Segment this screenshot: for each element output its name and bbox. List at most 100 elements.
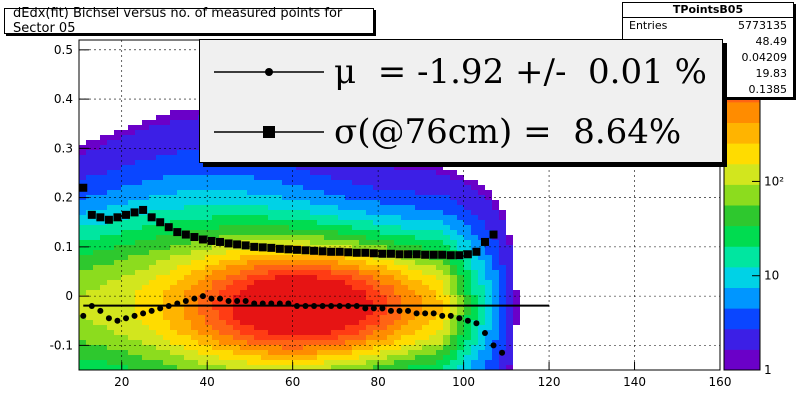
heatmap-cell (170, 155, 177, 160)
heatmap-cell (107, 185, 114, 190)
heatmap-cell (163, 210, 170, 215)
heatmap-cell (170, 300, 177, 305)
heatmap-cell (233, 260, 240, 265)
heatmap-cell (93, 265, 100, 270)
heatmap-cell (226, 305, 233, 310)
heatmap-cell (114, 210, 121, 215)
heatmap-cell (86, 355, 93, 360)
heatmap-cell (142, 155, 149, 160)
heatmap-cell (331, 225, 338, 230)
heatmap-cell (499, 290, 506, 295)
heatmap-cell (422, 305, 429, 310)
heatmap-cell (373, 200, 380, 205)
heatmap-cell (429, 190, 436, 195)
heatmap-cell (268, 290, 275, 295)
heatmap-cell (79, 300, 86, 305)
heatmap-cell (177, 270, 184, 275)
heatmap-cell (310, 205, 317, 210)
heatmap-cell (275, 255, 282, 260)
heatmap-cell (177, 330, 184, 335)
sigma-point (421, 250, 430, 259)
heatmap-cell (261, 240, 268, 245)
heatmap-cell (142, 300, 149, 305)
heatmap-cell (261, 305, 268, 310)
heatmap-cell (156, 225, 163, 230)
heatmap-cell (93, 295, 100, 300)
heatmap-cell (380, 355, 387, 360)
heatmap-cell (107, 360, 114, 365)
heatmap-cell (436, 290, 443, 295)
heatmap-cell (107, 210, 114, 215)
heatmap-cell (359, 185, 366, 190)
heatmap-cell (128, 285, 135, 290)
heatmap-cell (331, 355, 338, 360)
heatmap-cell (100, 345, 107, 350)
heatmap-cell (163, 290, 170, 295)
heatmap-cell (191, 305, 198, 310)
heatmap-cell (310, 360, 317, 365)
heatmap-cell (471, 340, 478, 345)
heatmap-cell (261, 275, 268, 280)
heatmap-cell (86, 310, 93, 315)
heatmap-cell (492, 325, 499, 330)
heatmap-cell (135, 360, 142, 365)
heatmap-cell (345, 325, 352, 330)
heatmap-cell (303, 310, 310, 315)
heatmap-cell (163, 335, 170, 340)
heatmap-cell (499, 240, 506, 245)
heatmap-cell (282, 320, 289, 325)
heatmap-cell (163, 175, 170, 180)
heatmap-cell (394, 335, 401, 340)
heatmap-cell (408, 175, 415, 180)
heatmap-cell (436, 235, 443, 240)
heatmap-cell (499, 235, 506, 240)
heatmap-cell (86, 325, 93, 330)
heatmap-cell (366, 350, 373, 355)
heatmap-cell (310, 280, 317, 285)
heatmap-cell (457, 235, 464, 240)
heatmap-cell (93, 340, 100, 345)
heatmap-cell (338, 320, 345, 325)
heatmap-cell (135, 320, 142, 325)
heatmap-cell (275, 195, 282, 200)
heatmap-cell (464, 310, 471, 315)
heatmap-cell (331, 360, 338, 365)
heatmap-cell (492, 245, 499, 250)
heatmap-cell (303, 285, 310, 290)
heatmap-cell (282, 300, 289, 305)
heatmap-cell (331, 170, 338, 175)
heatmap-cell (415, 220, 422, 225)
heatmap-cell (156, 115, 163, 120)
heatmap-cell (268, 250, 275, 255)
sigma-point (87, 210, 96, 219)
heatmap-cell (443, 300, 450, 305)
heatmap-cell (373, 195, 380, 200)
heatmap-cell (471, 205, 478, 210)
heatmap-cell (191, 335, 198, 340)
heatmap-cell (191, 210, 198, 215)
heatmap-cell (485, 265, 492, 270)
heatmap-cell (170, 245, 177, 250)
heatmap-cell (359, 360, 366, 365)
heatmap-cell (359, 275, 366, 280)
heatmap-cell (142, 280, 149, 285)
heatmap-cell (457, 205, 464, 210)
heatmap-cell (100, 335, 107, 340)
heatmap-cell (429, 185, 436, 190)
sigma-point (173, 228, 182, 237)
heatmap-cell (345, 270, 352, 275)
heatmap-cell (485, 335, 492, 340)
heatmap-cell (198, 185, 205, 190)
heatmap-cell (345, 340, 352, 345)
heatmap-cell (408, 355, 415, 360)
heatmap-cell (422, 280, 429, 285)
heatmap-cell (289, 175, 296, 180)
heatmap-cell (415, 335, 422, 340)
heatmap-cell (352, 180, 359, 185)
heatmap-cell (184, 130, 191, 135)
heatmap-cell (212, 335, 219, 340)
heatmap-cell (268, 295, 275, 300)
heatmap-cell (457, 200, 464, 205)
heatmap-cell (352, 350, 359, 355)
heatmap-cell (261, 285, 268, 290)
